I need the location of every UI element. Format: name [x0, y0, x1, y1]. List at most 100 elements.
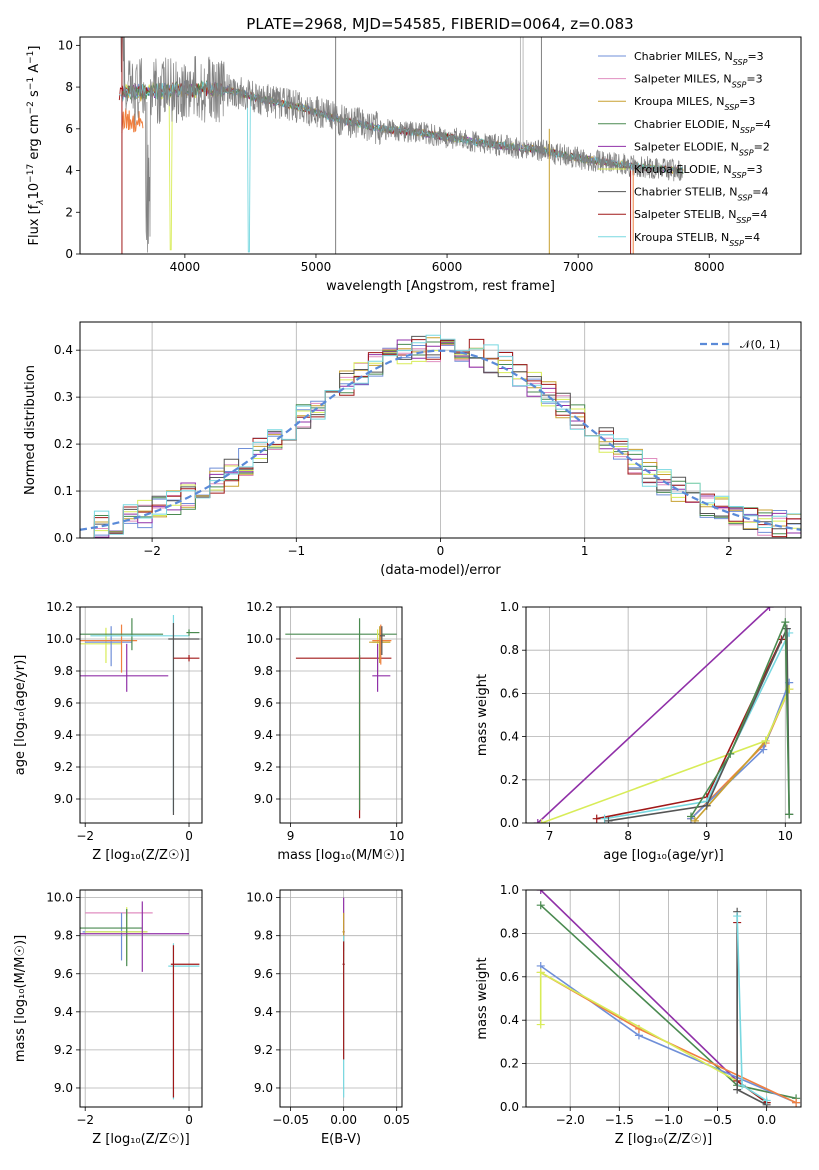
x-tick-label: −1.5 — [605, 1113, 634, 1127]
y-tick-label: 0.1 — [54, 484, 73, 498]
weight-line — [690, 688, 790, 820]
residuals-frame — [79, 321, 802, 539]
weight-vs-Z-plot-area — [526, 890, 801, 1107]
legend-entry: Chabrier ELODIE, NSSP=4 — [634, 118, 771, 135]
weight-marker — [536, 1020, 545, 1029]
mass-vs-Z-plot-area — [80, 890, 202, 1107]
x-tick-label: 0 — [185, 1113, 193, 1127]
age-vs-Z-plot-area — [80, 607, 202, 823]
y-tick-label: 0.2 — [500, 773, 519, 787]
x-tick-label: 10 — [389, 829, 404, 843]
y-tick-label: 9.4 — [54, 1005, 73, 1019]
y-tick-label: 9.2 — [54, 760, 73, 774]
x-tick-label: −2 — [76, 829, 94, 843]
weight-line — [608, 628, 790, 822]
weight-marker — [604, 816, 613, 823]
y-tick-label: 0.6 — [500, 970, 519, 984]
y-tick-label: 9.8 — [254, 929, 273, 943]
y-tick-label: 9.4 — [54, 728, 73, 742]
y-tick-label: 9.6 — [254, 967, 273, 981]
y-tick-label: 0.4 — [500, 1013, 519, 1027]
mass-vs-Z-axes: −2 0 9.0 9.2 9.4 9.6 9.8 10.0 Z [log₁₀(Z/Z☉)] mas… — [13, 889, 203, 1147]
weight-line — [540, 890, 768, 1104]
legend-entry: Kroupa ELODIE, NSSP=3 — [634, 163, 763, 180]
x-tick-label: 0 — [185, 829, 193, 843]
y-tick-label: 0.0 — [500, 816, 519, 830]
weight-marker — [738, 1081, 747, 1090]
spectrum-frame — [79, 36, 802, 255]
y-tick-label: 9.0 — [254, 792, 273, 806]
x-tick-label: 6000 — [432, 260, 463, 274]
weight-vs-Z-ylabel: mass weight — [475, 957, 490, 1039]
age-vs-Z-xlabel: Z [log₁₀(Z/Z☉)] — [92, 848, 189, 863]
spectrum-ylabel: Flux [fλ10−17 erg cm−2 s−1 A−1] — [26, 46, 46, 246]
y-tick-label: 0.4 — [500, 730, 519, 744]
y-tick-label: 6 — [65, 122, 73, 136]
mass-vs-ebv-plot-area — [280, 890, 402, 1107]
weight-marker — [533, 819, 542, 823]
y-tick-label: 9.8 — [254, 664, 273, 678]
weight-marker — [687, 812, 695, 821]
weight-line — [690, 621, 790, 817]
spectrum-plot-area — [118, 37, 684, 254]
residual-histogram — [80, 334, 801, 538]
weight-vs-age-frame — [525, 606, 802, 824]
y-tick-label: 9.8 — [54, 929, 73, 943]
age-vs-mass-xlabel: mass [log₁₀(M/M☉)] — [277, 848, 404, 863]
y-tick-label: 0.4 — [54, 343, 73, 357]
y-tick-label: 0.8 — [500, 926, 519, 940]
weight-marker — [765, 607, 774, 611]
y-tick-label: 9.6 — [254, 696, 273, 710]
observed-spectrum — [119, 37, 684, 253]
y-tick-label: 1.0 — [500, 600, 519, 614]
x-tick-label: 8000 — [694, 260, 725, 274]
mass-vs-Z-ylabel: mass [log₁₀(M/M☉)] — [13, 935, 28, 1062]
legend-entry: Chabrier STELIB, NSSP=4 — [634, 186, 768, 203]
weight-line — [604, 632, 790, 820]
legend-entry: Chabrier MILES, NSSP=3 — [634, 50, 764, 67]
weight-marker — [781, 618, 790, 627]
legend-entry: Salpeter MILES, NSSP=3 — [634, 73, 763, 90]
weight-vs-age-axes: 7 8 9 10 0.0 0.2 0.4 0.6 0.8 1.0 age [log₁₀(age/yr… — [475, 600, 802, 863]
weight-vs-Z-frame — [525, 889, 802, 1108]
y-tick-label: 9.8 — [54, 664, 73, 678]
weight-line — [596, 639, 783, 820]
y-tick-label: 1.0 — [500, 883, 519, 897]
weight-line — [539, 971, 768, 1104]
y-tick-label: 9.0 — [254, 1081, 273, 1095]
y-tick-label: 9.2 — [54, 1043, 73, 1057]
y-tick-label: 10.0 — [246, 891, 273, 905]
x-tick-label: −2.0 — [556, 1113, 585, 1127]
spectrum-xlabel: wavelength [Angstrom, rest frame] — [326, 279, 555, 294]
y-tick-label: 0.2 — [500, 1057, 519, 1071]
weight-vs-Z-xlabel: Z [log₁₀(Z/Z☉)] — [615, 1132, 712, 1147]
age-vs-mass-axes: 9 10 9.0 9.2 9.4 9.6 9.8 10.0 10.2 mass [log₁₀(M/… — [246, 600, 404, 863]
x-tick-label: 7000 — [563, 260, 594, 274]
x-tick-label: −1.0 — [654, 1113, 683, 1127]
y-tick-label: 0 — [65, 247, 73, 261]
normal-distribution-curve — [80, 349, 801, 531]
model-spectrum-line-orange — [121, 107, 144, 133]
residuals-axes: −2 −1 0 1 2 0.0 0.1 0.2 0.3 0.4 (data-model)/error… — [23, 321, 802, 578]
x-tick-label: 0.0 — [757, 1113, 776, 1127]
x-tick-label: −1 — [287, 544, 305, 558]
x-tick-label: 0 — [437, 544, 445, 558]
legend-entry: Kroupa MILES, NSSP=3 — [634, 95, 755, 112]
mass-vs-ebv-frame — [279, 889, 403, 1108]
mass-vs-ebv-axes: −0.05 0.00 0.05 9.0 9.2 9.4 9.6 9.8 10.0 E(B-V) — [246, 889, 410, 1147]
residuals-ylabel: Normed distribution — [23, 365, 38, 495]
weight-marker — [592, 814, 601, 823]
weight-marker — [762, 1096, 771, 1105]
y-tick-label: 10.2 — [46, 600, 73, 614]
mass-vs-Z-frame — [79, 889, 203, 1108]
weight-vs-age-ylabel: mass weight — [475, 674, 490, 756]
x-tick-label: 2 — [725, 544, 733, 558]
weight-line — [537, 607, 771, 823]
y-tick-label: 0.0 — [54, 531, 73, 545]
x-tick-label: −0.05 — [272, 1113, 309, 1127]
age-vs-Z-frame — [79, 606, 203, 824]
x-tick-label: −2 — [76, 1113, 94, 1127]
x-tick-label: 7 — [546, 829, 554, 843]
age-vs-Z-ylabel: age [log₁₀(age/yr)] — [13, 655, 28, 776]
legend-entry: Salpeter ELODIE, NSSP=2 — [634, 140, 770, 157]
